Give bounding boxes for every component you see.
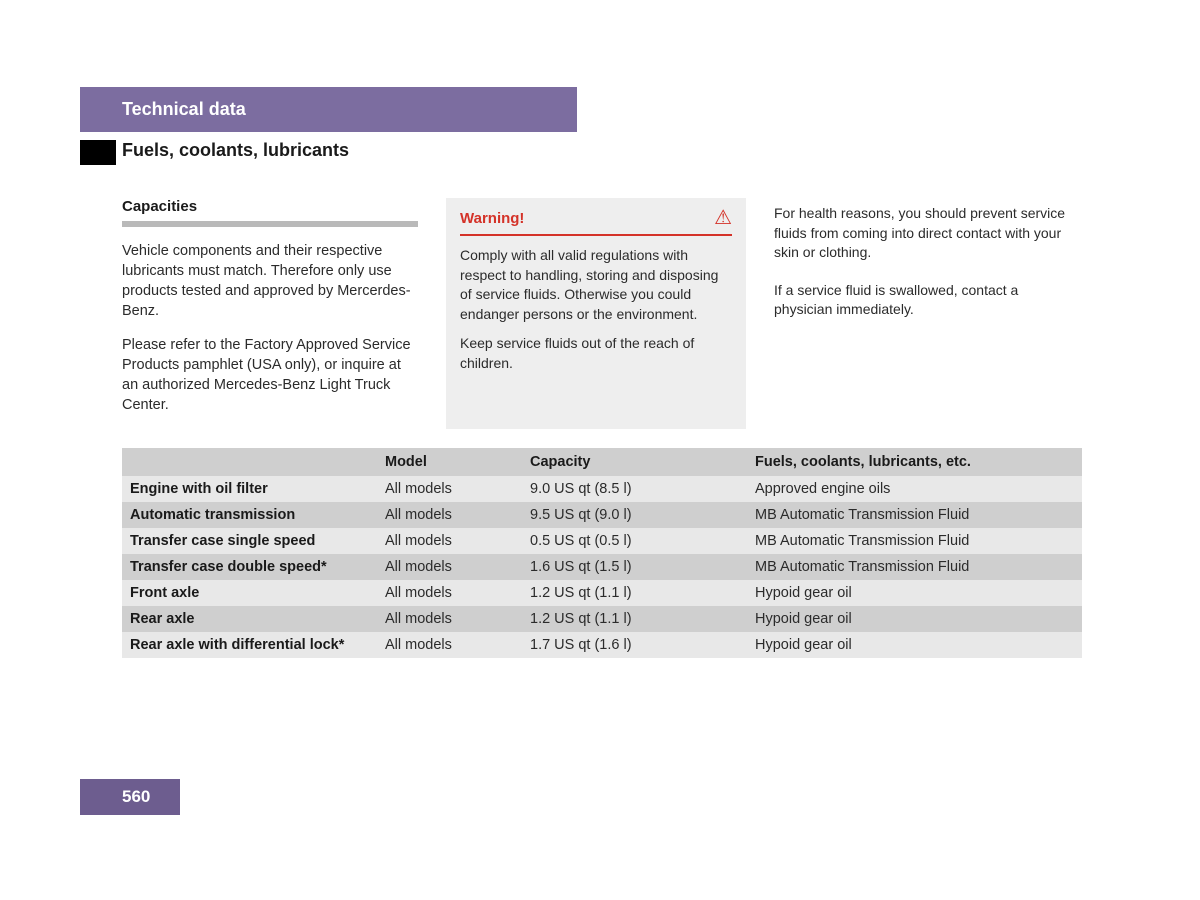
header-bar: Technical data xyxy=(80,87,577,132)
table-cell: 9.0 US qt (8.5 l) xyxy=(522,476,747,502)
page-number: 560 xyxy=(122,787,150,807)
capacities-para-2: Please refer to the Factory Approved Ser… xyxy=(122,335,418,415)
table-cell: All models xyxy=(377,476,522,502)
heading-underline xyxy=(122,221,418,227)
warning-box: Warning! ⚠ Comply with all valid regulat… xyxy=(446,198,746,429)
table-cell: 1.6 US qt (1.5 l) xyxy=(522,554,747,580)
right-text-2: If a service fluid is swallowed, contact… xyxy=(774,275,1074,320)
right-column: For health reasons, you should prevent s… xyxy=(774,198,1074,429)
warning-label: Warning! xyxy=(460,210,524,227)
table-cell: Hypoid gear oil xyxy=(747,606,1082,632)
table-cell: MB Automatic Transmission Fluid xyxy=(747,502,1082,528)
table-cell: Front axle xyxy=(122,580,377,606)
table-cell: All models xyxy=(377,632,522,658)
table-cell: All models xyxy=(377,502,522,528)
table-cell: 9.5 US qt (9.0 l) xyxy=(522,502,747,528)
table-row: Automatic transmissionAll models9.5 US q… xyxy=(122,502,1082,528)
table-cell: Rear axle xyxy=(122,606,377,632)
table-cell: Transfer case single speed xyxy=(122,528,377,554)
table-row: Transfer case double speed*All models1.6… xyxy=(122,554,1082,580)
right-text-1: For health reasons, you should prevent s… xyxy=(774,198,1074,263)
black-tab xyxy=(80,140,116,165)
table-row: Transfer case single speedAll models0.5 … xyxy=(122,528,1082,554)
content-row: Capacities Vehicle components and their … xyxy=(122,198,1082,429)
header-title: Technical data xyxy=(122,99,246,120)
capacities-heading: Capacities xyxy=(122,198,418,215)
table-row: Rear axle with differential lock*All mod… xyxy=(122,632,1082,658)
page-number-box: 560 xyxy=(80,779,180,815)
capacities-table: Model Capacity Fuels, coolants, lubrican… xyxy=(122,448,1082,658)
table-cell: Hypoid gear oil xyxy=(747,632,1082,658)
table-cell: MB Automatic Transmission Fluid xyxy=(747,528,1082,554)
warning-text-2: Keep service fluids out of the reach of … xyxy=(460,334,732,373)
capacities-table-wrap: Model Capacity Fuels, coolants, lubrican… xyxy=(122,448,1082,658)
th-fluid: Fuels, coolants, lubricants, etc. xyxy=(747,448,1082,476)
table-cell: Transfer case double speed* xyxy=(122,554,377,580)
table-cell: Rear axle with differential lock* xyxy=(122,632,377,658)
table-cell: 0.5 US qt (0.5 l) xyxy=(522,528,747,554)
table-body: Engine with oil filterAll models9.0 US q… xyxy=(122,476,1082,658)
warning-triangle-icon: ⚠ xyxy=(714,208,732,228)
table-cell: Engine with oil filter xyxy=(122,476,377,502)
table-row: Engine with oil filterAll models9.0 US q… xyxy=(122,476,1082,502)
subtitle: Fuels, coolants, lubricants xyxy=(122,140,349,161)
table-header-row: Model Capacity Fuels, coolants, lubrican… xyxy=(122,448,1082,476)
table-cell: All models xyxy=(377,606,522,632)
table-cell: Automatic transmission xyxy=(122,502,377,528)
table-cell: 1.7 US qt (1.6 l) xyxy=(522,632,747,658)
capacities-para-1: Vehicle components and their respective … xyxy=(122,241,418,321)
table-row: Rear axleAll models1.2 US qt (1.1 l)Hypo… xyxy=(122,606,1082,632)
warning-header: Warning! ⚠ xyxy=(460,208,732,236)
table-cell: All models xyxy=(377,528,522,554)
th-component xyxy=(122,448,377,476)
table-cell: All models xyxy=(377,580,522,606)
table-cell: 1.2 US qt (1.1 l) xyxy=(522,580,747,606)
th-model: Model xyxy=(377,448,522,476)
warning-text-1: Comply with all valid regulations with r… xyxy=(460,246,732,324)
th-capacity: Capacity xyxy=(522,448,747,476)
table-cell: Hypoid gear oil xyxy=(747,580,1082,606)
table-cell: Approved engine oils xyxy=(747,476,1082,502)
table-cell: 1.2 US qt (1.1 l) xyxy=(522,606,747,632)
capacities-column: Capacities Vehicle components and their … xyxy=(122,198,418,429)
table-row: Front axleAll models1.2 US qt (1.1 l)Hyp… xyxy=(122,580,1082,606)
table-cell: All models xyxy=(377,554,522,580)
table-cell: MB Automatic Transmission Fluid xyxy=(747,554,1082,580)
